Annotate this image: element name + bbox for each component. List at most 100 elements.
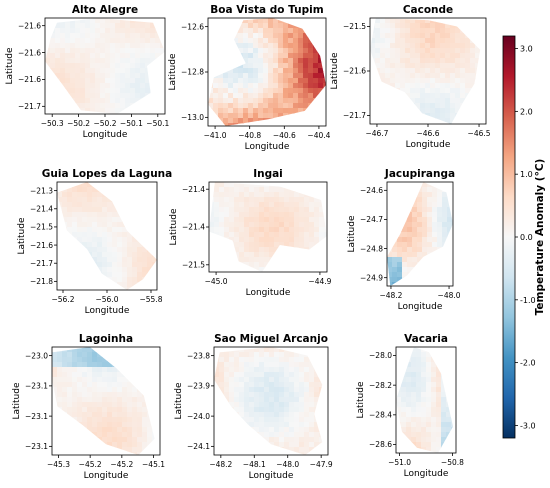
anomaly-cell — [402, 257, 408, 263]
anomaly-cell — [117, 192, 123, 198]
anomaly-cell — [314, 447, 320, 453]
anomaly-cell — [427, 227, 433, 233]
anomaly-cell — [85, 73, 91, 79]
anomaly-cell — [137, 222, 143, 228]
anomaly-cell — [50, 83, 56, 89]
anomaly-cell — [122, 217, 128, 223]
anomaly-cells — [396, 347, 453, 453]
anomaly-cell — [72, 372, 78, 378]
anomaly-cell — [213, 28, 219, 34]
anomaly-cell — [395, 73, 401, 79]
anomaly-cell — [112, 382, 118, 388]
anomaly-cell — [218, 43, 224, 49]
anomaly-cell — [152, 352, 155, 358]
anomaly-cell — [228, 83, 234, 89]
anomaly-cell — [90, 38, 96, 44]
anomaly-cell — [405, 33, 411, 39]
anomaly-cell — [268, 53, 274, 59]
anomaly-cell — [415, 108, 421, 114]
anomaly-cell — [254, 207, 260, 213]
anomaly-cell — [412, 282, 418, 286]
anomaly-cell — [132, 262, 138, 268]
anomaly-cell — [50, 58, 56, 64]
anomaly-cell — [314, 187, 320, 193]
anomaly-cell — [470, 48, 476, 54]
anomaly-cell — [142, 277, 148, 283]
anomaly-cell — [82, 192, 88, 198]
anomaly-cell — [105, 58, 111, 64]
anomaly-cell — [107, 432, 113, 438]
anomaly-cell — [392, 242, 398, 248]
anomaly-cell — [400, 98, 406, 104]
anomaly-cell — [97, 367, 103, 373]
anomaly-cell — [319, 357, 323, 363]
anomaly-cell — [229, 187, 235, 193]
anomaly-cell — [451, 397, 453, 403]
anomaly-cell — [107, 382, 113, 388]
anomaly-cell — [229, 357, 235, 363]
anomaly-cell — [405, 73, 411, 79]
anomaly-cell — [446, 407, 452, 413]
anomaly-cell — [97, 382, 103, 388]
anomaly-cell — [100, 63, 106, 69]
anomaly-cell — [427, 192, 433, 198]
anomaly-cell — [92, 262, 98, 268]
anomaly-cell — [304, 417, 310, 423]
anomaly-cell — [284, 182, 290, 188]
anomaly-cell — [314, 267, 320, 272]
anomaly-cell — [259, 402, 265, 408]
anomaly-cell — [208, 48, 214, 54]
anomaly-cell — [318, 113, 324, 119]
anomaly-cell — [132, 402, 138, 408]
anomaly-cell — [313, 118, 319, 124]
anomaly-cell — [375, 38, 381, 44]
anomaly-cell — [244, 402, 250, 408]
anomaly-cell — [60, 93, 66, 99]
anomaly-cell — [274, 362, 280, 368]
anomaly-cell — [107, 397, 113, 403]
anomaly-cell — [52, 377, 58, 383]
anomaly-cell — [70, 38, 76, 44]
colorbar-tick-label: 1.0 — [520, 170, 533, 179]
anomaly-cell — [420, 88, 426, 94]
anomaly-cell — [214, 442, 220, 448]
anomaly-cell — [249, 242, 255, 248]
anomaly-cell — [55, 88, 61, 94]
y-axis-label: Latitude — [169, 208, 179, 246]
anomaly-cell — [85, 28, 91, 34]
anomaly-cell — [279, 392, 285, 398]
anomaly-cell — [269, 407, 275, 413]
anomaly-cell — [258, 113, 264, 119]
anomaly-cell — [475, 93, 481, 99]
anomaly-cell — [218, 108, 224, 114]
anomaly-cell — [407, 242, 413, 248]
anomaly-cell — [249, 402, 255, 408]
anomaly-cell — [112, 372, 118, 378]
anomaly-cell — [85, 38, 91, 44]
anomaly-cell — [294, 422, 300, 428]
anomaly-cell — [102, 367, 108, 373]
anomaly-cell — [279, 252, 285, 258]
anomaly-cell — [425, 118, 431, 124]
anomaly-cell — [380, 43, 386, 49]
anomaly-cell — [432, 247, 438, 253]
anomaly-cell — [219, 362, 225, 368]
anomaly-cell — [288, 23, 294, 29]
anomaly-cell — [319, 242, 325, 248]
anomaly-cell — [80, 58, 86, 64]
anomaly-cell — [263, 113, 269, 119]
anomaly-cell — [298, 58, 304, 64]
anomaly-cell — [411, 352, 417, 358]
anomaly-cell — [254, 417, 260, 423]
anomaly-cell — [102, 402, 108, 408]
anomaly-cell — [132, 242, 138, 248]
anomaly-cell — [82, 222, 88, 228]
panel-title: Lagoinha — [79, 333, 133, 345]
anomaly-cell — [427, 262, 433, 268]
anomaly-cell — [85, 23, 91, 29]
anomaly-cell — [62, 212, 68, 218]
anomaly-cell — [57, 412, 63, 418]
anomaly-cell — [112, 447, 118, 453]
anomaly-cell — [97, 422, 103, 428]
anomaly-cell — [65, 103, 71, 109]
